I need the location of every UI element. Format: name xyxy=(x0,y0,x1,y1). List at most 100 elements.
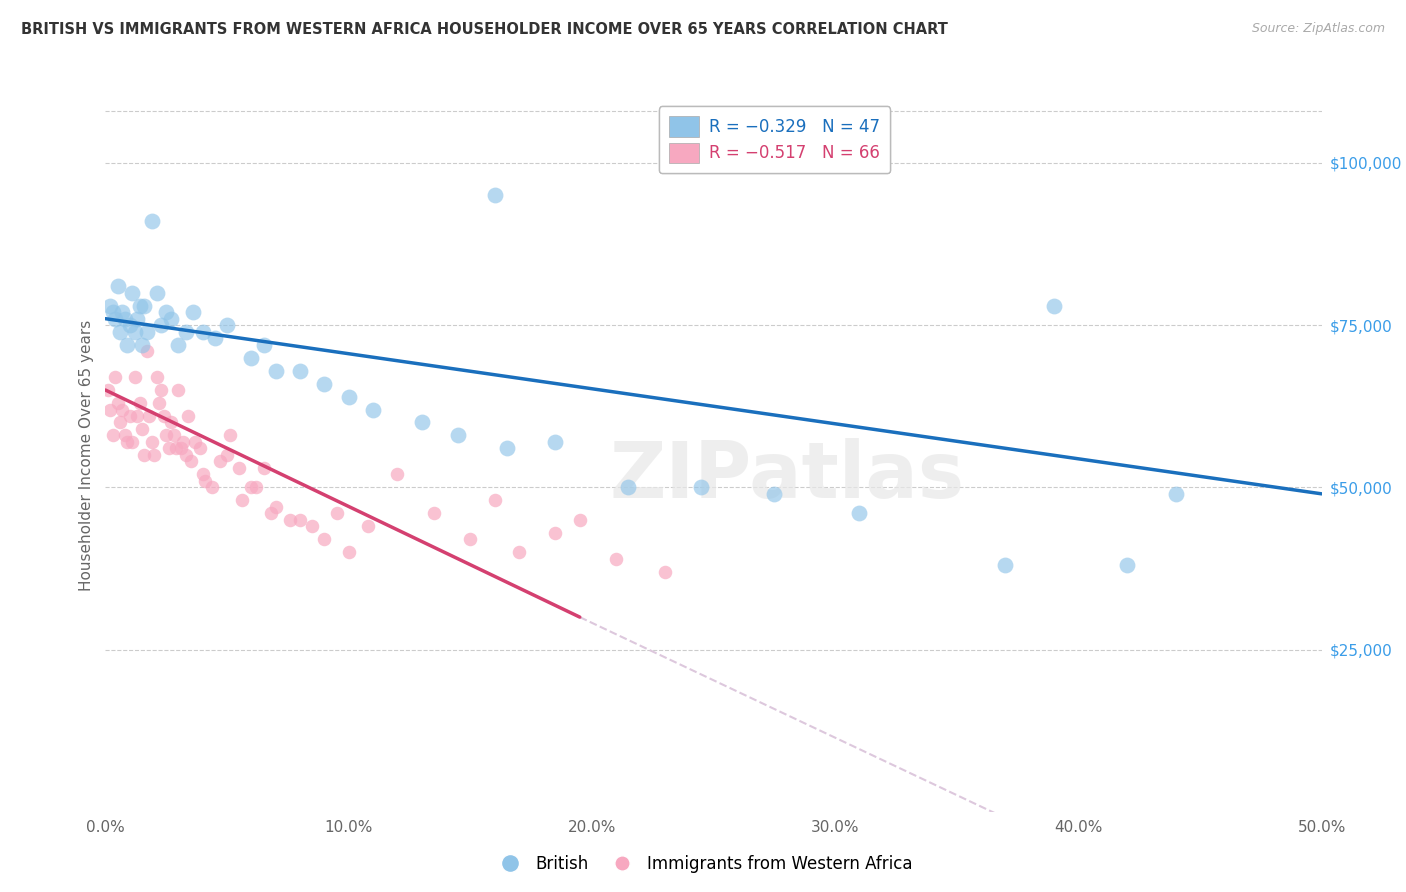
Point xyxy=(107,396,129,410)
Point xyxy=(617,480,640,494)
Point xyxy=(162,428,184,442)
Point xyxy=(208,454,231,468)
Point xyxy=(191,467,214,482)
Point xyxy=(411,416,433,430)
Point xyxy=(131,422,153,436)
Point xyxy=(141,214,163,228)
Point xyxy=(108,325,131,339)
Point xyxy=(218,428,240,442)
Point xyxy=(605,551,627,566)
Point xyxy=(141,434,163,449)
Point xyxy=(654,565,676,579)
Point xyxy=(135,325,157,339)
Point xyxy=(134,299,156,313)
Point xyxy=(125,311,148,326)
Point xyxy=(240,480,263,494)
Point xyxy=(544,434,567,449)
Point xyxy=(111,305,134,319)
Point xyxy=(150,318,173,333)
Point xyxy=(135,344,157,359)
Point xyxy=(104,370,127,384)
Point xyxy=(157,442,180,456)
Point xyxy=(188,442,211,456)
Legend: R = −0.329   N = 47, R = −0.517   N = 66: R = −0.329 N = 47, R = −0.517 N = 66 xyxy=(659,106,890,173)
Point xyxy=(181,305,204,319)
Point xyxy=(167,383,190,397)
Point xyxy=(114,428,136,442)
Point xyxy=(568,513,591,527)
Point xyxy=(170,442,193,456)
Point xyxy=(104,311,127,326)
Point xyxy=(184,434,207,449)
Point xyxy=(264,363,287,377)
Point xyxy=(278,513,301,527)
Text: Source: ZipAtlas.com: Source: ZipAtlas.com xyxy=(1251,22,1385,36)
Point xyxy=(204,331,226,345)
Y-axis label: Householder Income Over 65 years: Householder Income Over 65 years xyxy=(79,319,94,591)
Point xyxy=(264,500,287,514)
Point xyxy=(690,480,713,494)
Point xyxy=(1116,558,1139,573)
Point xyxy=(97,383,120,397)
Point xyxy=(108,416,131,430)
Point xyxy=(118,409,141,423)
Point xyxy=(288,363,311,377)
Point xyxy=(145,285,167,300)
Point xyxy=(114,311,136,326)
Point xyxy=(337,545,360,559)
Point xyxy=(155,305,177,319)
Point xyxy=(325,506,347,520)
Point xyxy=(143,448,166,462)
Point xyxy=(98,402,121,417)
Point xyxy=(128,299,150,313)
Point xyxy=(101,305,124,319)
Point xyxy=(145,370,167,384)
Point xyxy=(544,525,567,540)
Point xyxy=(357,519,380,533)
Point xyxy=(301,519,323,533)
Point xyxy=(423,506,446,520)
Point xyxy=(447,428,470,442)
Point xyxy=(177,409,200,423)
Text: ZIPatlas: ZIPatlas xyxy=(609,438,965,515)
Point xyxy=(172,434,194,449)
Point xyxy=(124,325,146,339)
Point xyxy=(337,390,360,404)
Point xyxy=(125,409,148,423)
Point xyxy=(848,506,870,520)
Point xyxy=(167,337,190,351)
Point xyxy=(150,383,173,397)
Point xyxy=(138,409,160,423)
Point xyxy=(994,558,1017,573)
Point xyxy=(117,337,139,351)
Point xyxy=(160,416,183,430)
Point xyxy=(148,396,170,410)
Point xyxy=(260,506,283,520)
Point xyxy=(194,474,217,488)
Point xyxy=(155,428,177,442)
Point xyxy=(201,480,224,494)
Point xyxy=(288,513,311,527)
Point xyxy=(495,442,517,456)
Point xyxy=(128,396,150,410)
Point xyxy=(118,318,141,333)
Point xyxy=(763,487,786,501)
Point xyxy=(314,376,336,391)
Point xyxy=(121,434,143,449)
Point xyxy=(252,461,274,475)
Point xyxy=(1164,487,1187,501)
Point xyxy=(508,545,530,559)
Point xyxy=(131,337,153,351)
Point xyxy=(180,454,202,468)
Point xyxy=(217,448,239,462)
Point xyxy=(361,402,384,417)
Point xyxy=(134,448,156,462)
Point xyxy=(160,311,183,326)
Text: BRITISH VS IMMIGRANTS FROM WESTERN AFRICA HOUSEHOLDER INCOME OVER 65 YEARS CORRE: BRITISH VS IMMIGRANTS FROM WESTERN AFRIC… xyxy=(21,22,948,37)
Point xyxy=(484,493,506,508)
Point xyxy=(117,434,139,449)
Legend: British, Immigrants from Western Africa: British, Immigrants from Western Africa xyxy=(486,848,920,880)
Point xyxy=(153,409,176,423)
Point xyxy=(228,461,250,475)
Point xyxy=(245,480,267,494)
